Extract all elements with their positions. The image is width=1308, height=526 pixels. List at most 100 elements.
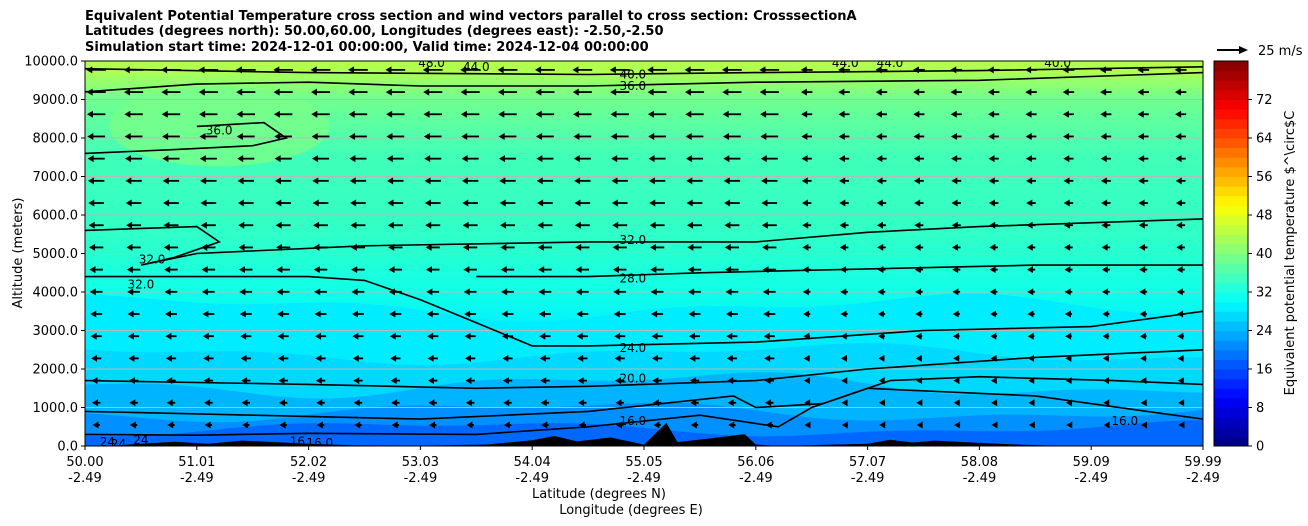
wind-key: 25 m/s: [1217, 44, 1303, 59]
wind-vector-head-113: [950, 132, 957, 140]
wind-vector-head-269: [1176, 243, 1183, 251]
contour-label-12: 24.0: [619, 341, 646, 355]
colorbar-segment-24: [1214, 205, 1248, 216]
colorbar-segment-25: [1214, 195, 1248, 206]
wind-vector-head-445: [1028, 377, 1035, 385]
wind-vector-head-51: [875, 88, 882, 96]
wind-vector-head-366: [314, 332, 321, 340]
wind-vector-head-361: [128, 332, 135, 340]
wind-vector-head-303: [201, 288, 208, 296]
wind-vector-head-422: [166, 377, 173, 385]
wind-vector-head-471: [878, 399, 885, 407]
wind-vector-head-262: [914, 243, 921, 251]
wind-vector-head-436: [689, 377, 696, 385]
wind-vector-head-407: [726, 354, 733, 362]
wind-vector-head-254: [612, 243, 619, 251]
wind-vector-head-430: [465, 377, 472, 385]
wind-vector-head-190: [462, 199, 469, 207]
y-tick-label-5: 5000.0: [33, 247, 79, 262]
wind-vector-head-104: [610, 132, 617, 140]
colorbar-tick-label-6: 48: [1256, 209, 1273, 224]
wind-vector-head-288: [762, 266, 769, 274]
wind-vector-head-314: [613, 288, 620, 296]
wind-vector-head-315: [650, 288, 657, 296]
wind-vector-head-29: [1174, 66, 1181, 74]
wind-vector-head-71: [498, 110, 505, 118]
x-tick-label-lat-8: 58.08: [961, 455, 998, 470]
wind-vector-head-319: [802, 288, 809, 296]
wind-vector-head-44: [610, 88, 617, 96]
colorbar-tick-label-2: 16: [1256, 363, 1273, 378]
wind-vector-head-162: [536, 177, 543, 185]
wind-vector-head-57: [1100, 88, 1107, 96]
wind-vector-head-146: [1063, 155, 1070, 163]
wind-vector-head-324: [989, 288, 996, 296]
wind-vector-head-301: [127, 288, 134, 296]
wind-vector-head-129: [424, 155, 431, 163]
x-tick-label-lon-2: -2.49: [292, 471, 326, 486]
wind-vector-head-202: [914, 199, 921, 207]
wind-vector-head-354: [990, 310, 997, 318]
wind-vector-head-396: [315, 354, 322, 362]
wind-vector-head-405: [651, 354, 658, 362]
wind-vector-head-83: [950, 110, 957, 118]
wind-vector-head-438: [764, 377, 771, 385]
wind-vector-head-327: [1102, 288, 1109, 296]
wind-vector-head-456: [316, 399, 323, 407]
wind-vector-head-348: [763, 310, 770, 318]
colorbar-segment-14: [1214, 301, 1248, 312]
wind-vector-head-346: [688, 310, 695, 318]
wind-vector-head-35: [273, 88, 280, 96]
wind-vector-head-439: [803, 377, 810, 385]
wind-vector-head-8: [385, 66, 392, 74]
wind-vector-head-28: [1137, 66, 1144, 74]
wind-vector-head-77: [722, 110, 729, 118]
wind-vector-head-460: [465, 399, 472, 407]
colorbar-segment-18: [1214, 263, 1248, 274]
wind-vector-head-309: [426, 288, 433, 296]
wind-vector-head-321: [877, 288, 884, 296]
colorbar-segment-35: [1214, 99, 1248, 110]
x-axis: 50.00-2.4951.01-2.4952.02-2.4953.03-2.49…: [66, 446, 1222, 486]
wind-vector-head-40: [460, 88, 467, 96]
wind-vector-head-236: [1063, 221, 1070, 229]
wind-vector-head-16: [684, 66, 691, 74]
wind-vector-head-347: [725, 310, 732, 318]
wind-vector-head-299: [1176, 266, 1183, 274]
contour-label-15: 16.0: [1111, 414, 1138, 428]
wind-vector-head-508: [1141, 421, 1148, 429]
contour-line-2: [85, 121, 289, 155]
wind-vector-head-498: [765, 421, 772, 429]
wind-vector-head-92: [162, 132, 169, 140]
wind-vector-head-479: [1178, 399, 1185, 407]
wind-vector-head-340: [464, 310, 471, 318]
wind-vector-head-379: [803, 332, 810, 340]
wind-vector-head-431: [502, 377, 509, 385]
wind-vector-head-41: [497, 88, 504, 96]
colorbar-segment-15: [1214, 292, 1248, 303]
wind-vector-head-298: [1139, 266, 1146, 274]
wind-vector-head-428: [390, 377, 397, 385]
wind-vector-head-145: [1025, 155, 1032, 163]
contour-label-1: 40.0: [619, 67, 646, 81]
x-tick-label-lat-6: 56.06: [737, 455, 774, 470]
wind-vector-head-109: [801, 132, 808, 140]
wind-vector-head-152: [162, 177, 169, 185]
wind-vector-head-49: [800, 88, 807, 96]
wind-vector-head-121: [125, 155, 132, 163]
wind-vector-head-251: [500, 243, 507, 251]
wind-vector-head-290: [840, 266, 847, 274]
wind-vector-head-27: [1099, 66, 1106, 74]
wind-vector-head-330: [90, 310, 97, 318]
wind-vector-head-182: [163, 199, 170, 207]
wind-vector-head-210: [88, 221, 95, 229]
y-tick-label-2: 2000.0: [33, 363, 79, 378]
wind-vector-head-67: [348, 110, 355, 118]
wind-vector-head-271: [126, 266, 133, 274]
wind-vector-head-91: [124, 132, 131, 140]
wind-vector-head-78: [760, 110, 767, 118]
wind-vector-head-465: [652, 399, 659, 407]
colorbar-segment-20: [1214, 243, 1248, 254]
wind-vector-head-151: [125, 177, 132, 185]
